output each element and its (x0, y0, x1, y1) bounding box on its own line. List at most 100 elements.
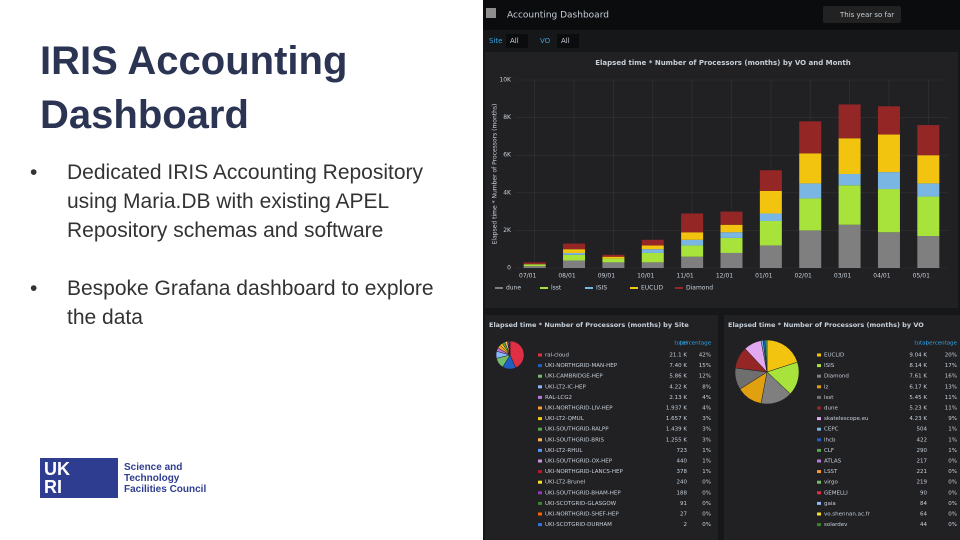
row-percentage: 1% (948, 427, 957, 433)
filter-select[interactable] (506, 34, 528, 48)
row-percentage: 0% (948, 490, 957, 496)
bar-segment (602, 262, 625, 268)
row-swatch (817, 491, 821, 495)
bullet-list: Dedicated IRIS Accounting Repository usi… (30, 158, 450, 361)
bar-segment (563, 254, 586, 261)
logo-text: Science and Technology Facilities Council (124, 462, 206, 495)
y-tick-label: 0 (507, 265, 511, 272)
pie-slice (764, 339, 768, 373)
bar-segment (602, 254, 625, 257)
bar-segment (523, 264, 546, 267)
row-percentage: 1% (702, 448, 711, 454)
row-swatch (538, 438, 542, 442)
logo-line: Science and (124, 462, 183, 473)
row-percentage: 0% (948, 469, 957, 475)
row-swatch (538, 395, 542, 399)
row-total: 84 (920, 501, 927, 507)
row-swatch (817, 512, 821, 516)
dashboard-screenshot: Accounting Dashboard This year so far Si… (483, 0, 960, 540)
bar-segment (602, 256, 625, 259)
legend-label: ISIS (596, 285, 607, 292)
pie-slice (508, 340, 511, 356)
row-name: skatelescope.eu (824, 416, 869, 422)
row-total: 6.17 K (909, 384, 927, 390)
x-tick-label: 11/01 (676, 273, 693, 280)
bar-segment (681, 213, 704, 233)
row-total: 91 (680, 501, 687, 507)
bar-segment (877, 189, 900, 233)
bar-segment (759, 190, 782, 214)
bar-segment (838, 104, 861, 139)
bar-segment (563, 249, 586, 253)
row-name: RAL-LCG2 (545, 395, 572, 401)
row-total: 2.13 K (669, 395, 687, 401)
bullet: Bespoke Grafana dashboard to explore the… (30, 274, 450, 332)
row-swatch (817, 523, 821, 527)
panel-title: Elapsed time * Number of Processors (mon… (489, 321, 689, 329)
filter-select[interactable] (557, 34, 579, 48)
row-name: UKI-LT2-Brunel (545, 480, 586, 486)
bar-segment (641, 249, 664, 253)
row-name: lz (824, 384, 829, 390)
bar-segment (720, 211, 743, 225)
bar-segment (799, 198, 822, 231)
bar-segment (720, 224, 743, 233)
bar-segment (563, 260, 586, 268)
bar-segment (799, 183, 822, 199)
row-total: 723 (677, 448, 688, 454)
filter-value: All (510, 37, 519, 45)
bar-segment (681, 256, 704, 268)
logo: UK RI Science and Technology Facilities Cou… (40, 458, 220, 500)
row-name: UKI-SOUTHGRID-BHAM-HEP (545, 490, 621, 496)
bar-segment (917, 236, 940, 268)
row-swatch (817, 395, 821, 399)
bar-segment (759, 245, 782, 268)
row-total: 9.04 K (909, 353, 927, 359)
breadcrumb: Accounting Dashboard (507, 11, 609, 21)
bar-segment (838, 224, 861, 268)
bar-segment (720, 232, 743, 238)
row-swatch (538, 364, 542, 368)
time-range: This year so far (839, 11, 894, 19)
bar-segment (602, 258, 625, 263)
bar-segment (681, 245, 704, 257)
x-tick-label: 03/01 (834, 273, 851, 280)
chart-title: Elapsed time * Number of Processors (mon… (595, 59, 851, 67)
row-swatch (538, 470, 542, 474)
x-tick-label: 05/01 (913, 273, 930, 280)
bar-segment (759, 170, 782, 191)
row-percentage: 0% (948, 501, 957, 507)
y-tick-label: 4K (503, 189, 512, 196)
pie-slice (766, 339, 798, 373)
row-swatch (538, 523, 542, 527)
row-total: 4.23 K (909, 416, 927, 422)
logo-line: Facilities Council (124, 484, 207, 495)
row-percentage: 15% (699, 363, 711, 369)
row-total: 5.23 K (909, 406, 927, 412)
bar-segment (523, 262, 546, 265)
bar-segment (799, 230, 822, 268)
legend-label: lsst (551, 285, 562, 292)
row-percentage: 0% (702, 512, 711, 518)
row-total: 504 (917, 427, 928, 433)
row-swatch (817, 385, 821, 389)
row-name: ral-cloud (545, 353, 569, 359)
bar-segment (641, 245, 664, 250)
row-percentage: 12% (699, 374, 711, 380)
time-picker[interactable] (823, 6, 901, 23)
row-percentage: 0% (702, 522, 711, 528)
legend-swatch (585, 287, 593, 289)
row-total: 240 (677, 480, 688, 486)
row-percentage: 1% (702, 469, 711, 475)
row-percentage: 17% (945, 363, 957, 369)
row-swatch (817, 374, 821, 378)
bar-segment (838, 138, 861, 174)
row-name: UKI-LT2-QMUL (545, 416, 585, 422)
row-percentage: 3% (702, 427, 711, 433)
row-percentage: 0% (948, 522, 957, 528)
row-name: UKI-SOUTHGRID-RALPP (545, 427, 609, 433)
row-name: dune (824, 406, 838, 412)
legend-label: Diamond (686, 285, 713, 292)
row-name: lhcb (824, 437, 836, 443)
